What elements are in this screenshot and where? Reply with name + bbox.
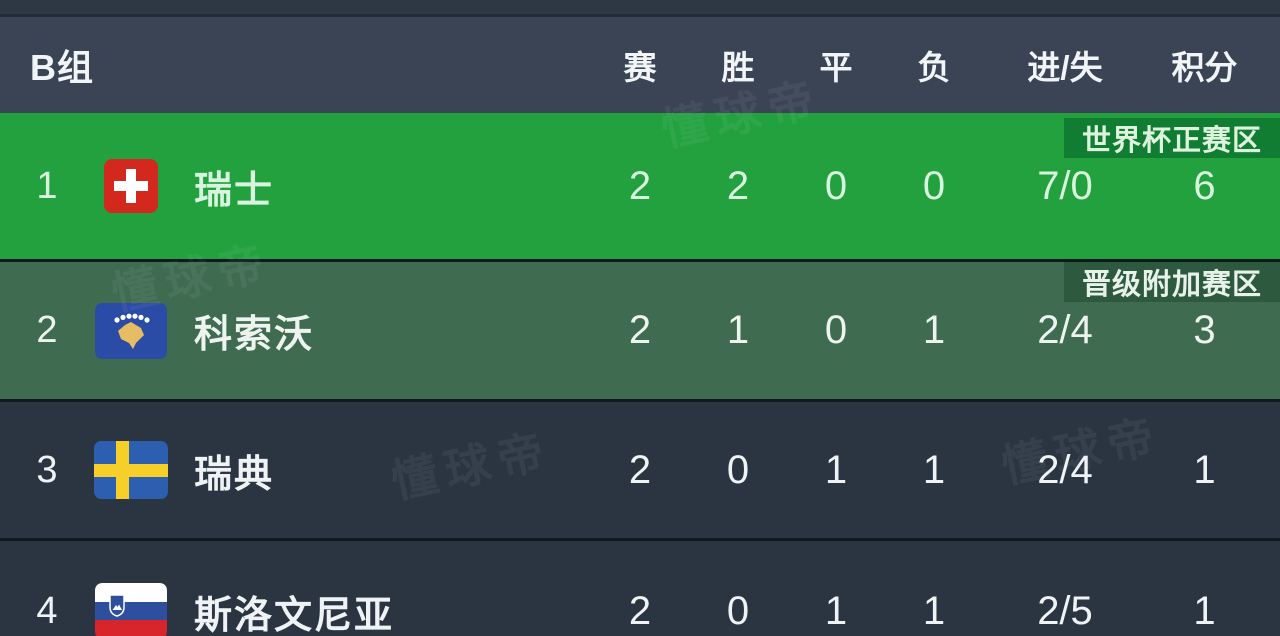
stat-won: 1 bbox=[726, 308, 750, 352]
stat-won: 0 bbox=[726, 588, 750, 633]
stat-points: 1 bbox=[1193, 447, 1216, 492]
stat-won: 0 bbox=[726, 447, 750, 492]
stat-drawn: 1 bbox=[824, 588, 848, 633]
stat-lost: 1 bbox=[922, 308, 946, 352]
stat-goals: 2/5 bbox=[1037, 588, 1093, 633]
rank-number: 4 bbox=[36, 589, 58, 632]
rank-number: 2 bbox=[36, 309, 58, 351]
team-name: 瑞士 bbox=[194, 169, 275, 212]
qualification-badge: 晋级附加赛区 bbox=[1063, 262, 1280, 302]
stat-lost: 1 bbox=[922, 447, 946, 492]
team-row[interactable]: 4 斯洛文尼亚 2 0 1 1 bbox=[0, 541, 1280, 636]
stat-points: 1 bbox=[1193, 588, 1216, 633]
flag-kosovo-icon bbox=[94, 302, 168, 359]
column-header-played: 赛 bbox=[623, 49, 657, 86]
stat-played: 2 bbox=[628, 588, 652, 633]
stat-drawn: 0 bbox=[824, 308, 848, 352]
flag-switzerland-icon bbox=[94, 159, 168, 213]
divider bbox=[0, 538, 1280, 541]
top-bar bbox=[0, 0, 1280, 14]
stat-won: 2 bbox=[726, 163, 750, 208]
stat-drawn: 0 bbox=[824, 163, 848, 208]
team-name: 科索沃 bbox=[194, 314, 315, 356]
divider bbox=[0, 14, 1280, 17]
stat-drawn: 1 bbox=[824, 447, 848, 492]
stat-goals: 2/4 bbox=[1037, 447, 1093, 492]
stat-played: 2 bbox=[628, 447, 652, 492]
column-header-goals: 进/失 bbox=[1027, 49, 1103, 86]
stat-played: 2 bbox=[628, 163, 652, 208]
divider bbox=[0, 399, 1280, 402]
table-header: B组 赛 胜 平 负 进/失 积分 bbox=[0, 17, 1280, 113]
stat-lost: 0 bbox=[922, 163, 946, 208]
stat-points: 6 bbox=[1193, 163, 1216, 208]
rank-number: 1 bbox=[36, 164, 58, 207]
stat-played: 2 bbox=[628, 308, 652, 352]
flag-sweden-icon bbox=[94, 441, 168, 499]
column-header-points: 积分 bbox=[1171, 49, 1238, 86]
team-name: 斯洛文尼亚 bbox=[194, 594, 395, 636]
stat-lost: 1 bbox=[922, 588, 946, 633]
column-header-lost: 负 bbox=[917, 49, 951, 86]
divider bbox=[0, 259, 1280, 262]
group-title: B组 bbox=[30, 47, 94, 88]
column-header-drawn: 平 bbox=[819, 49, 853, 86]
rank-number: 3 bbox=[36, 448, 58, 491]
flag-slovenia-icon bbox=[94, 583, 168, 636]
team-row[interactable]: 晋级附加赛区 2 科索沃 2 1 0 1 2/4 3 bbox=[0, 262, 1280, 399]
stat-goals: 2/4 bbox=[1037, 308, 1093, 352]
team-name: 瑞典 bbox=[194, 453, 275, 496]
qualification-badge: 世界杯正赛区 bbox=[1063, 118, 1280, 158]
column-header-won: 胜 bbox=[721, 49, 755, 86]
team-row[interactable]: 3 瑞典 2 0 1 1 2/4 1 bbox=[0, 402, 1280, 538]
stat-goals: 7/0 bbox=[1037, 163, 1093, 208]
stat-points: 3 bbox=[1193, 308, 1216, 352]
team-row[interactable]: 世界杯正赛区 1 瑞士 2 2 0 0 7/0 6 bbox=[0, 113, 1280, 259]
